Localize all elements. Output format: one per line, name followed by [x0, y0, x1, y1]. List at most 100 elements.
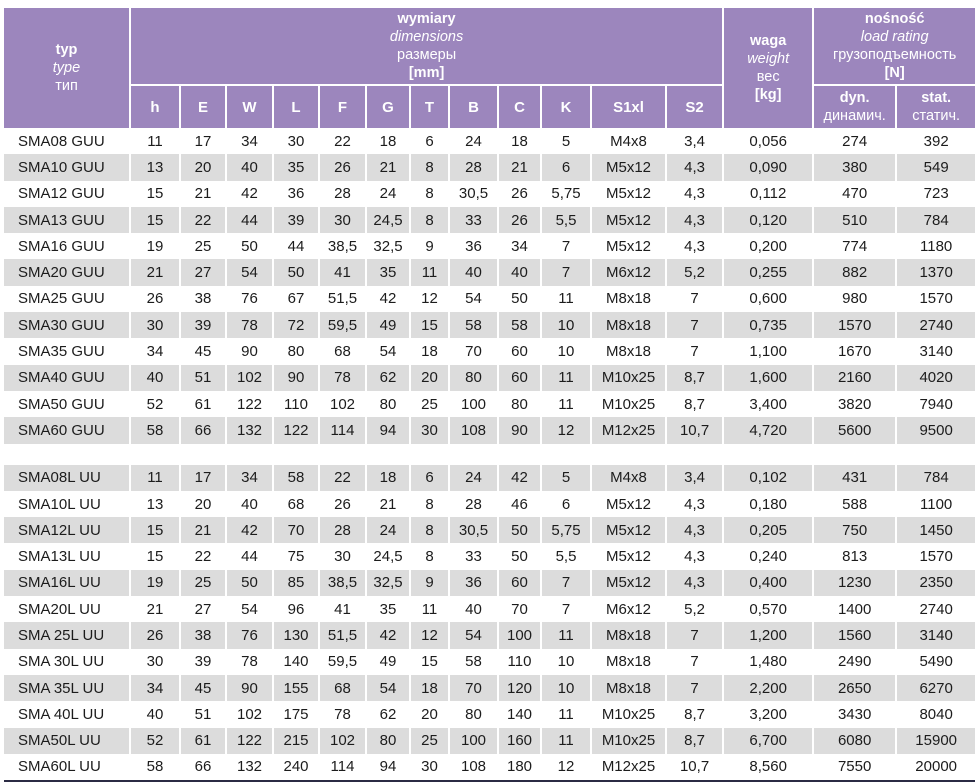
table-row: SMA 40L UU 40 51 102 175 78 62 20 80 140 11 M10x25 8… — [4, 701, 976, 728]
table-cell: 24 — [449, 128, 499, 155]
table-cell: 0,240 — [723, 543, 815, 570]
table-cell: 8,560 — [723, 753, 815, 781]
table-cell: 25 — [180, 569, 227, 597]
table-cell: 60 — [498, 569, 542, 597]
table-row: SMA12L UU 15 21 42 70 28 24 8 30,5 50 5,75 M5x12 4,3… — [4, 517, 976, 544]
table-cell: 58 — [273, 464, 320, 491]
table-cell: 22 — [319, 464, 367, 491]
table-cell: 9 — [410, 233, 450, 260]
table-cell: 38 — [180, 285, 227, 313]
table-cell: 72 — [273, 312, 320, 339]
table-cell: 68 — [273, 490, 320, 518]
table-cell: 21 — [130, 596, 181, 623]
table-cell: 30,5 — [449, 517, 499, 544]
table-cell: 8 — [410, 180, 450, 207]
table-cell: 54 — [366, 338, 411, 365]
table-cell: M5x12 — [591, 154, 667, 181]
dimensions-label-pl: wymiary — [397, 11, 456, 27]
table-header: typ type тип wymiary dimensions размеры … — [4, 8, 976, 128]
table-row: SMA30 GUU 30 39 78 72 59,5 49 15 58 58 10 M8x18 7 0,7… — [4, 312, 976, 339]
table-cell: 24,5 — [366, 543, 411, 570]
table-cell: M4x8 — [591, 128, 667, 155]
table-cell: 102 — [226, 364, 274, 391]
table-cell: 7 — [541, 569, 592, 597]
table-row: SMA16 GUU 19 25 50 44 38,5 32,5 9 36 34 7 M5x12 4,3 0… — [4, 233, 976, 260]
table-cell: 78 — [319, 701, 367, 728]
table-cell: 7550 — [813, 753, 898, 781]
table-cell: 11 — [541, 622, 592, 649]
table-cell: 42 — [498, 464, 542, 491]
table-cell: 94 — [366, 753, 411, 781]
table-cell: M10x25 — [591, 364, 667, 391]
table-cell: 1,600 — [723, 364, 815, 391]
table-cell: 44 — [226, 206, 274, 234]
type-cell: SMA20L UU — [4, 596, 131, 623]
table-cell: M8x18 — [591, 338, 667, 365]
table-cell: 58 — [449, 312, 499, 339]
table-cell: 240 — [273, 753, 320, 781]
table-cell: 6 — [541, 154, 592, 181]
table-cell: 50 — [226, 569, 274, 597]
table-cell: 40 — [449, 259, 499, 286]
section-gap — [4, 443, 976, 465]
type-label-pl: typ — [55, 42, 78, 58]
table-cell: 42 — [366, 285, 411, 313]
table-cell: 2740 — [896, 312, 976, 339]
table-cell: 11 — [410, 259, 450, 286]
table-cell: 30 — [319, 543, 367, 570]
table-cell: 2490 — [813, 648, 898, 675]
table-row: SMA35 GUU 34 45 90 80 68 54 18 70 60 10 M8x18 7 1,100… — [4, 338, 976, 365]
table-cell: 58 — [449, 648, 499, 675]
table-cell: 3,4 — [666, 128, 725, 155]
table-cell: 12 — [541, 753, 592, 781]
table-cell: 4,3 — [666, 233, 725, 260]
table-cell: 40 — [449, 596, 499, 623]
table-cell: 7 — [541, 259, 592, 286]
table-cell: 25 — [410, 390, 450, 418]
table-cell: 3,200 — [723, 701, 815, 728]
table-cell: M5x12 — [591, 517, 667, 544]
table-cell: 28 — [449, 490, 499, 518]
table-cell: 10 — [541, 338, 592, 365]
table-cell: 51,5 — [319, 285, 367, 313]
type-cell: SMA 35L UU — [4, 674, 131, 702]
table-cell: 1450 — [896, 517, 976, 544]
table-cell: 34 — [130, 674, 181, 702]
type-cell: SMA10L UU — [4, 490, 131, 518]
table-cell: 0,255 — [723, 259, 815, 286]
table-cell: 7 — [666, 674, 725, 702]
load-rating-group-header: nośność load rating грузоподъемность [N] — [813, 8, 976, 85]
table-cell: 30 — [130, 648, 181, 675]
table-cell: 15 — [130, 543, 181, 570]
table-cell: 132 — [226, 417, 274, 444]
table-cell: 26 — [130, 622, 181, 649]
table-cell: 155 — [273, 674, 320, 702]
table-cell: 175 — [273, 701, 320, 728]
table-cell: 33 — [449, 206, 499, 234]
table-cell: 70 — [449, 674, 499, 702]
table-cell: 0,056 — [723, 128, 815, 155]
table-row: SMA40 GUU 40 51 102 90 78 62 20 80 60 11 M10x25 8,7 1… — [4, 364, 976, 391]
type-cell: SMA20 GUU — [4, 259, 131, 286]
table-cell: 54 — [226, 259, 274, 286]
table-cell: 18 — [410, 338, 450, 365]
table-cell: 46 — [498, 490, 542, 518]
type-cell: SMA50 GUU — [4, 390, 131, 418]
table-cell: 0,570 — [723, 596, 815, 623]
table-cell: 8 — [410, 206, 450, 234]
table-cell: 1,480 — [723, 648, 815, 675]
table-cell: 108 — [449, 753, 499, 781]
table-cell: 58 — [130, 417, 181, 444]
table-cell: 784 — [896, 464, 976, 491]
type-cell: SMA60L UU — [4, 753, 131, 781]
table-cell: M5x12 — [591, 206, 667, 234]
table-cell: 52 — [130, 390, 181, 418]
load-label-pl: nośność — [864, 11, 925, 27]
table-cell: 52 — [130, 727, 181, 754]
table-cell: 12 — [410, 285, 450, 313]
table-cell: 30 — [130, 312, 181, 339]
table-cell: 67 — [273, 285, 320, 313]
table-cell: 9500 — [896, 417, 976, 444]
table-cell: 66 — [180, 417, 227, 444]
type-cell: SMA13L UU — [4, 543, 131, 570]
